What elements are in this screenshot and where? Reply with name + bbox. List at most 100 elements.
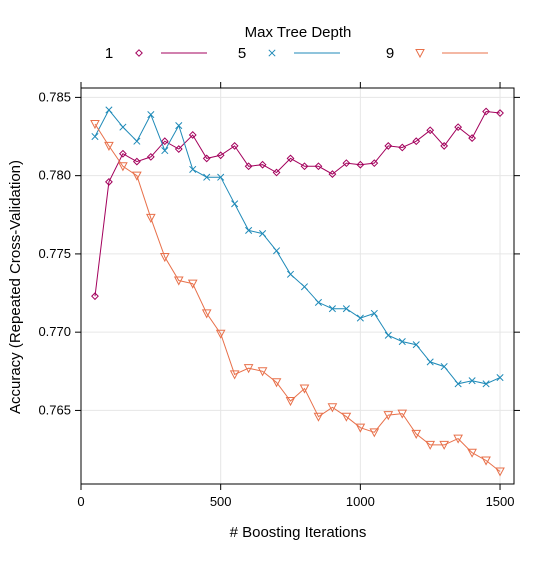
data-point (243, 364, 254, 374)
data-point (328, 170, 337, 178)
data-point (341, 412, 352, 422)
data-point (147, 111, 155, 119)
data-point (356, 314, 364, 322)
data-point (468, 377, 476, 385)
data-point (187, 279, 198, 289)
data-point (314, 162, 323, 171)
y-axis-label: Accuracy (Repeated Cross-Validation) (7, 160, 24, 414)
x-tick-label: 1500 (486, 494, 515, 509)
data-point (104, 141, 114, 151)
data-point (245, 226, 253, 234)
data-point (440, 363, 448, 371)
data-point (313, 412, 324, 422)
x-tick-label: 0 (77, 494, 84, 509)
data-point (257, 367, 268, 377)
legend-title: Max Tree Depth (245, 24, 352, 41)
data-point (398, 338, 406, 346)
data-point (272, 168, 281, 177)
data-point (217, 173, 225, 181)
data-point (397, 409, 408, 419)
data-point (328, 305, 336, 313)
data-point (146, 152, 155, 161)
legend-marker-5 (268, 49, 276, 57)
data-point (356, 160, 365, 169)
data-point (91, 292, 99, 301)
data-point (230, 142, 239, 150)
legend: Max Tree Depth 1 5 9 (105, 24, 488, 62)
data-point (159, 253, 170, 263)
data-point (133, 137, 141, 145)
data-point (119, 123, 127, 131)
data-point (132, 157, 141, 166)
data-point (299, 384, 310, 394)
data-point (215, 329, 226, 339)
y-tick-label: 0.765 (38, 402, 71, 417)
legend-marker-9 (415, 49, 425, 59)
plot-frame (80, 87, 515, 485)
legend-label-9: 9 (386, 45, 394, 62)
data-point (412, 137, 421, 146)
data-point (383, 411, 394, 421)
x-axis-label: # Boosting Iterations (230, 524, 367, 541)
data-point (342, 159, 351, 168)
data-point (161, 147, 169, 155)
data-point (90, 120, 100, 130)
data-point (286, 154, 295, 163)
data-point (271, 378, 282, 388)
data-point (173, 276, 184, 286)
data-point (229, 370, 240, 380)
series-line-1 (94, 110, 501, 297)
series-1 (91, 107, 504, 301)
data-point (202, 154, 211, 163)
data-point (175, 122, 183, 130)
data-point (425, 440, 436, 450)
y-tick-label: 0.770 (38, 324, 71, 339)
data-point (370, 159, 379, 168)
grid (81, 88, 514, 484)
data-point (426, 358, 434, 366)
data-point (118, 162, 128, 172)
data-point (188, 131, 197, 139)
y-tick-label: 0.780 (38, 168, 71, 183)
series-line-5 (94, 108, 501, 385)
data-point (454, 123, 463, 132)
legend-marker-1 (135, 49, 143, 57)
data-point (468, 134, 477, 142)
y-tick-label: 0.785 (38, 89, 71, 104)
data-point (342, 305, 350, 313)
data-point (174, 145, 183, 153)
data-point (231, 200, 239, 208)
x-tick-label: 500 (210, 494, 232, 509)
data-point (244, 162, 253, 171)
data-point (272, 247, 281, 255)
data-point (495, 467, 505, 477)
axes: 0 500 1000 1500 0.765 0.770 0.775 0.780 0.785 (38, 82, 520, 509)
data-point (259, 230, 267, 238)
data-point (439, 440, 449, 450)
data-point (426, 126, 435, 135)
data-point (91, 132, 99, 141)
data-point (327, 403, 338, 413)
data-point (370, 309, 378, 317)
data-point (286, 270, 295, 278)
data-point (314, 298, 323, 306)
data-point (300, 162, 309, 171)
data-point (384, 331, 392, 339)
x-tick-label: 1000 (346, 494, 375, 509)
data-point (398, 143, 407, 152)
series-group (90, 106, 505, 477)
data-point (189, 165, 197, 173)
legend-label-1: 1 (105, 45, 113, 62)
data-point (454, 380, 462, 388)
data-point (216, 151, 225, 160)
series-5 (91, 106, 504, 388)
data-point (467, 448, 477, 458)
data-point (440, 142, 449, 150)
data-point (160, 137, 169, 146)
data-point (105, 178, 113, 186)
data-point (384, 142, 393, 150)
data-point (453, 434, 463, 444)
data-point (203, 173, 211, 181)
data-point (146, 213, 156, 223)
